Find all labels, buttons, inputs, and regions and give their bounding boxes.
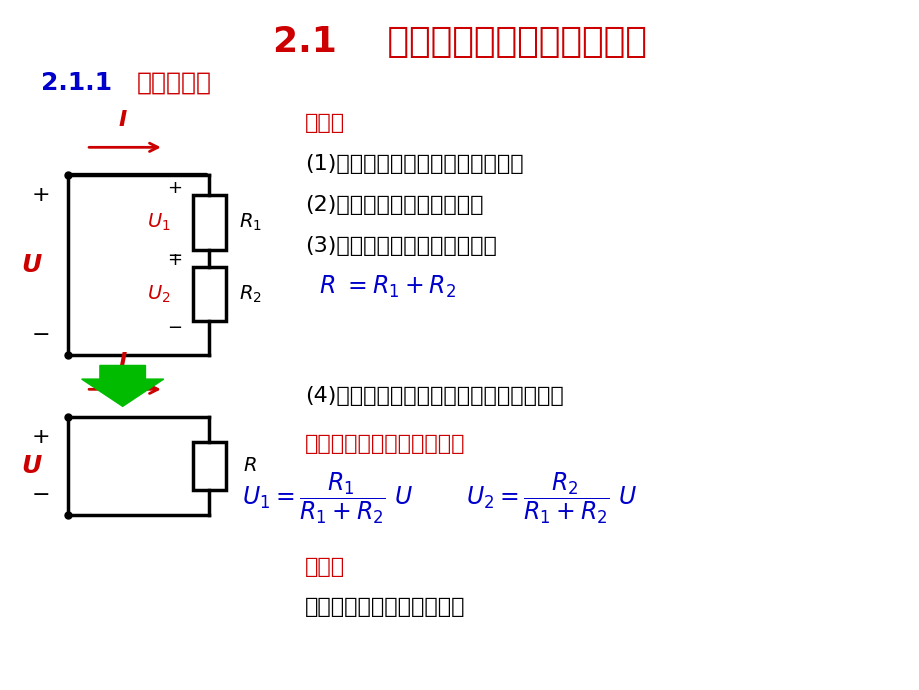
Text: 降压、限流、调节电压等。: 降压、限流、调节电压等。: [305, 598, 465, 618]
Text: U: U: [21, 454, 41, 478]
Text: $U_1=\dfrac{R_1}{R_1+R_2}\ U$: $U_1=\dfrac{R_1}{R_1+R_2}\ U$: [242, 471, 413, 526]
Text: −: −: [31, 485, 50, 505]
Text: $R_1$: $R_1$: [239, 212, 262, 233]
Text: I: I: [119, 110, 127, 130]
Text: −: −: [167, 248, 182, 266]
Text: 2.1.1: 2.1.1: [40, 70, 111, 95]
Text: (1)各电阻一个接一个地顺序相联；: (1)各电阻一个接一个地顺序相联；: [305, 155, 523, 175]
Text: +: +: [167, 179, 182, 197]
Text: I: I: [119, 353, 127, 373]
Text: +: +: [31, 427, 50, 447]
Text: $U_2$: $U_2$: [147, 283, 171, 304]
Bar: [193, 195, 225, 250]
Text: $R$: $R$: [244, 456, 257, 475]
Text: (2)各电阻中通过同一电流；: (2)各电阻中通过同一电流；: [305, 195, 483, 215]
Text: −: −: [31, 325, 50, 345]
Text: +: +: [31, 185, 50, 205]
Text: $U_1$: $U_1$: [147, 212, 171, 233]
Text: 应用：: 应用：: [305, 557, 345, 577]
Text: (4)串联电阻上电压的分配与电阻成正比。: (4)串联电阻上电压的分配与电阻成正比。: [305, 386, 563, 406]
Bar: [193, 266, 225, 321]
Text: $U_2=\dfrac{R_2}{R_1+R_2}\ U$: $U_2=\dfrac{R_2}{R_1+R_2}\ U$: [465, 471, 636, 526]
Text: 特点：: 特点：: [305, 113, 345, 133]
Text: 电阻的串联: 电阻的串联: [136, 70, 211, 95]
Text: U: U: [21, 253, 41, 277]
Text: +: +: [167, 250, 182, 269]
Text: $R\ =R_1+R_2$: $R\ =R_1+R_2$: [318, 274, 455, 300]
Text: $R_2$: $R_2$: [239, 283, 261, 304]
Text: 两电阻串联时的分压公式：: 两电阻串联时的分压公式：: [305, 434, 465, 454]
Bar: [193, 442, 225, 489]
Text: −: −: [167, 319, 182, 337]
Text: (3)等效电阻等于各电阻之和；: (3)等效电阻等于各电阻之和；: [305, 236, 496, 256]
Polygon shape: [82, 366, 164, 406]
Text: 2.1    电阻串并联联接的等效变换: 2.1 电阻串并联联接的等效变换: [273, 25, 646, 59]
